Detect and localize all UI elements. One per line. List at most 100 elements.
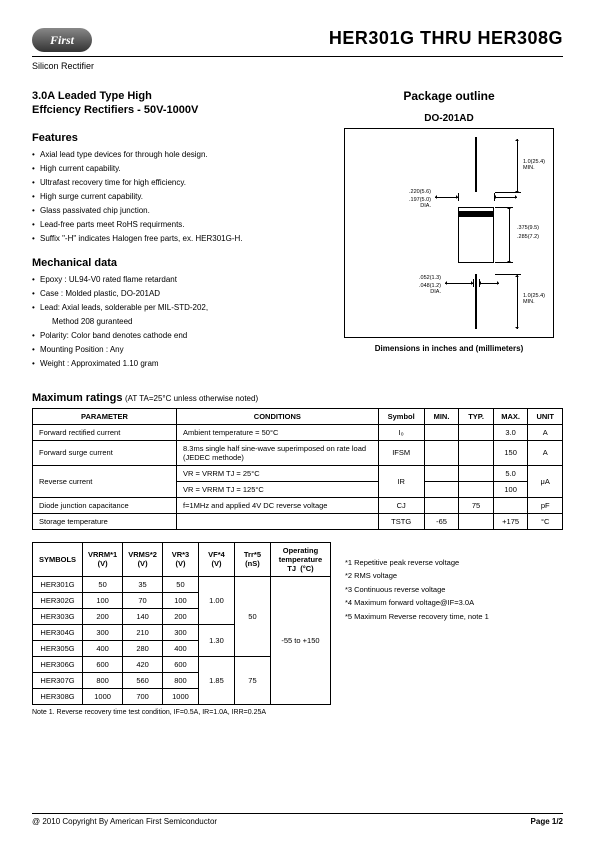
td (459, 465, 494, 481)
td: 1.30 (198, 624, 234, 656)
td: TSTG (378, 513, 424, 529)
td: 210 (123, 624, 163, 640)
table-row: Forward rectified current Ambient temper… (33, 424, 563, 440)
td: VR = VRRM TJ = 25°C (177, 465, 379, 481)
td: μA (528, 465, 563, 497)
package-subtitle: DO-201AD (335, 113, 563, 124)
td: +175 (493, 513, 528, 529)
td: 420 (123, 656, 163, 672)
td (459, 481, 494, 497)
td: 100 (493, 481, 528, 497)
dim-label: .197(5.0) DIA. (409, 197, 431, 209)
td: 75 (234, 656, 270, 704)
th: VF*4 (V) (198, 542, 234, 576)
page-header: First HER301G THRU HER308G (32, 28, 563, 57)
subtitle-line2: Effciency Rectifiers - 50V-1000V (32, 104, 198, 116)
td: 50 (162, 576, 198, 592)
th: VRMS*2 (V) (123, 542, 163, 576)
td: HER301G (33, 576, 83, 592)
td: 1000 (83, 688, 123, 704)
td: 1.00 (198, 576, 234, 624)
td: IFSM (378, 440, 424, 465)
th: Operating temperature TJ (°C) (270, 542, 330, 576)
td: 300 (83, 624, 123, 640)
list-item: High surge current capability. (32, 192, 317, 201)
td: HER302G (33, 592, 83, 608)
dim-label: .052(1.3) (419, 275, 441, 281)
list-item: Method 208 guranteed (32, 317, 317, 326)
table-row: Forward surge current 8.3ms single half … (33, 440, 563, 465)
td: A (528, 424, 563, 440)
th: UNIT (528, 408, 563, 424)
note-item: *1 Repetitive peak reverse voltage (345, 556, 489, 570)
td (424, 465, 459, 481)
td: °C (528, 513, 563, 529)
page-footer: @ 2010 Copyright By American First Semic… (32, 813, 563, 826)
list-item: Case : Molded plastic, DO-201AD (32, 289, 317, 298)
notes-list: *1 Repetitive peak reverse voltage *2 RM… (345, 542, 489, 624)
copyright: @ 2010 Copyright By American First Semic… (32, 817, 217, 826)
td (459, 424, 494, 440)
td: 280 (123, 640, 163, 656)
th: MAX. (493, 408, 528, 424)
features-list: Axial lead type devices for through hole… (32, 150, 317, 243)
mechanical-heading: Mechanical data (32, 257, 317, 269)
th: TYP. (459, 408, 494, 424)
td (177, 513, 379, 529)
th: Symbol (378, 408, 424, 424)
td (424, 424, 459, 440)
td: 400 (162, 640, 198, 656)
td: 50 (234, 576, 270, 656)
td: HER306G (33, 656, 83, 672)
td (459, 513, 494, 529)
features-heading: Features (32, 132, 317, 144)
list-item: Epoxy : UL94-V0 rated flame retardant (32, 275, 317, 284)
note-item: *2 RMS voltage (345, 569, 489, 583)
package-title: Package outline (335, 89, 563, 103)
td: 800 (83, 672, 123, 688)
td: 700 (123, 688, 163, 704)
td: 1000 (162, 688, 198, 704)
list-item: Ultrafast recovery time for high efficie… (32, 178, 317, 187)
td: HER308G (33, 688, 83, 704)
product-family: Silicon Rectifier (32, 61, 563, 71)
td: 3.0 (493, 424, 528, 440)
td: 400 (83, 640, 123, 656)
list-item: Glass passivated chip junction. (32, 206, 317, 215)
dim-label: .048(1.2) DIA. (419, 283, 441, 295)
td: 200 (83, 608, 123, 624)
td: 50 (83, 576, 123, 592)
td (424, 440, 459, 465)
td: 5.0 (493, 465, 528, 481)
list-item: Weight : Approximated 1.10 gram (32, 359, 317, 368)
td: CJ (378, 497, 424, 513)
td: Diode junction capacitance (33, 497, 177, 513)
td: IR (378, 465, 424, 497)
note-item: *3 Continuous reverse voltage (345, 583, 489, 597)
td: -65 (424, 513, 459, 529)
max-ratings-table: PARAMETER CONDITIONS Symbol MIN. TYP. MA… (32, 408, 563, 530)
td: Ambient temperature = 50°C (177, 424, 379, 440)
device-table: SYMBOLS VRRM*1 (V) VRMS*2 (V) VR*3 (V) V… (32, 542, 331, 705)
dim-label: .220(5.6) (409, 189, 431, 195)
td: 300 (162, 624, 198, 640)
td: Storage temperature (33, 513, 177, 529)
td: 1.85 (198, 656, 234, 704)
dim-label: .285(7.2) (517, 234, 539, 240)
note-item: *5 Maximum Reverse recovery time, note 1 (345, 610, 489, 624)
dim-label: 1.0(25.4) MIN. (523, 293, 545, 305)
td: HER307G (33, 672, 83, 688)
table-row: Diode junction capacitance f=1MHz and ap… (33, 497, 563, 513)
td: 75 (459, 497, 494, 513)
td: I₀ (378, 424, 424, 440)
td: 35 (123, 576, 163, 592)
table-footnote: Note 1. Reverse recovery time test condi… (32, 709, 563, 716)
list-item: Lead-free parts meet RoHS requirments. (32, 220, 317, 229)
th: Trr*5 (nS) (234, 542, 270, 576)
th: VR*3 (V) (162, 542, 198, 576)
mechanical-list: Epoxy : UL94-V0 rated flame retardant Ca… (32, 275, 317, 368)
td: 800 (162, 672, 198, 688)
th: SYMBOLS (33, 542, 83, 576)
part-title: HER301G THRU HER308G (329, 28, 563, 49)
list-item: Lead: Axial leads, solderable per MIL-ST… (32, 303, 317, 312)
